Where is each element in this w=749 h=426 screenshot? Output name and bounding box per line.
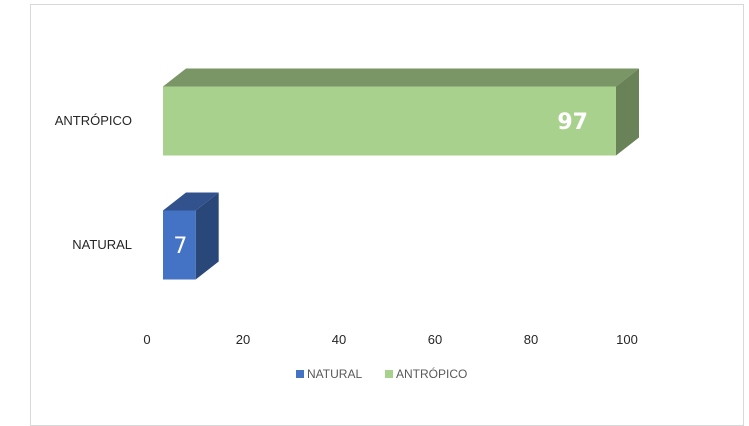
x-tick-label-0: 0 — [143, 332, 150, 347]
bar-chart: 7 97 NATURAL ANTRÓPICO 0 20 40 60 80 100 NATURA… — [55, 68, 639, 381]
bar-antropico: 97 — [163, 68, 639, 156]
data-label-antropico: 97 — [557, 110, 588, 135]
legend-label-antropico: ANTRÓPICO — [396, 366, 467, 381]
x-tick-label-80: 80 — [524, 332, 538, 347]
legend-swatch-antropico — [385, 370, 393, 378]
x-tick-label-100: 100 — [616, 332, 638, 347]
legend-item-antropico: ANTRÓPICO — [385, 366, 467, 381]
bar-top-face-natural — [163, 192, 219, 211]
legend-label-natural: NATURAL — [307, 367, 362, 381]
bar-front-face-antropico — [163, 86, 616, 156]
category-labels: NATURAL ANTRÓPICO — [55, 113, 132, 252]
x-tick-label-20: 20 — [236, 332, 250, 347]
legend-item-natural: NATURAL — [296, 367, 362, 381]
bar-natural: 7 — [163, 192, 219, 280]
data-label-natural: 7 — [173, 234, 187, 259]
bar-side-face-antropico — [615, 68, 639, 156]
bar-front-face-natural — [163, 210, 196, 280]
x-tick-label-40: 40 — [332, 332, 346, 347]
category-label-natural: NATURAL — [72, 237, 132, 252]
bar-top-face-antropico — [163, 68, 639, 87]
legend: NATURAL ANTRÓPICO — [296, 366, 467, 381]
bars-layer: 7 97 — [163, 68, 639, 280]
legend-swatch-natural — [296, 370, 304, 378]
category-label-antropico: ANTRÓPICO — [55, 113, 132, 128]
bar-side-face-natural — [195, 192, 219, 280]
x-axis-tick-labels: 0 20 40 60 80 100 — [143, 332, 637, 347]
x-tick-label-60: 60 — [428, 332, 442, 347]
